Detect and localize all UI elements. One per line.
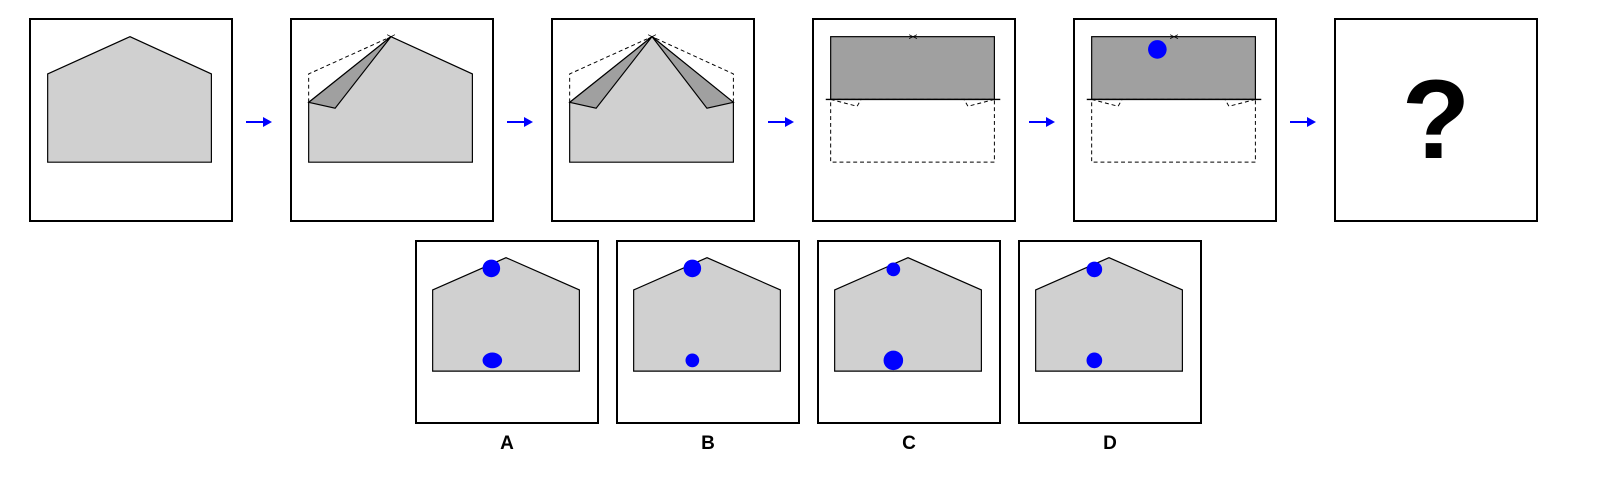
option-label-a: A <box>500 433 514 454</box>
option-label-c: C <box>902 433 916 454</box>
folded-paper <box>1091 36 1256 100</box>
folded-paper <box>830 36 995 100</box>
arrow-right-icon <box>245 115 273 127</box>
step-2-panel <box>290 18 494 222</box>
hole-bottom <box>685 353 700 368</box>
option-b-figure <box>633 257 781 372</box>
option-a-panel[interactable] <box>415 240 599 424</box>
paper-sheet <box>633 257 781 372</box>
step-4-figure <box>825 34 1001 163</box>
step-2-figure <box>307 34 473 163</box>
paper-sheet <box>834 257 982 372</box>
original-edge-dashed <box>569 36 653 103</box>
paper-sheet <box>1035 257 1183 372</box>
original-position-dashed <box>1091 98 1256 163</box>
option-c-panel[interactable] <box>817 240 1001 424</box>
step-5-figure <box>1086 34 1262 163</box>
option-b-panel[interactable] <box>616 240 800 424</box>
hole-top <box>482 259 501 278</box>
option-a-figure <box>432 257 580 372</box>
option-label-b: B <box>701 433 715 454</box>
hole-top <box>886 262 901 277</box>
paper-sheet <box>432 257 580 372</box>
folded-flap <box>307 36 392 109</box>
hole-bottom <box>1086 352 1103 369</box>
option-d-panel[interactable] <box>1018 240 1202 424</box>
step-4-panel <box>812 18 1016 222</box>
folded-flap-right <box>651 36 735 109</box>
arrow-right-icon <box>1289 115 1317 127</box>
step-5-panel <box>1073 18 1277 222</box>
original-edge-dashed <box>651 36 734 103</box>
arrow-right-icon <box>506 115 534 127</box>
option-label-d: D <box>1103 433 1117 454</box>
hole-top <box>1086 261 1103 278</box>
question-panel: ? <box>1334 18 1538 222</box>
arrow-right-icon <box>1028 115 1056 127</box>
question-mark: ? <box>1401 57 1471 182</box>
punched-hole <box>1148 40 1167 59</box>
step-3-panel <box>551 18 755 222</box>
arrow-right-icon <box>767 115 795 127</box>
folded-flap-left <box>568 36 653 109</box>
hole-top <box>683 259 702 278</box>
step-3-figure <box>568 34 735 163</box>
option-c-figure <box>834 257 982 372</box>
hole-bottom <box>883 350 904 371</box>
step-1-panel <box>29 18 233 222</box>
original-edge-dashed <box>308 36 392 103</box>
original-position-dashed <box>830 98 995 163</box>
step-1-figure <box>47 36 212 163</box>
paper-sheet <box>47 36 212 163</box>
hole-bottom <box>482 352 503 369</box>
option-d-figure <box>1035 257 1183 372</box>
